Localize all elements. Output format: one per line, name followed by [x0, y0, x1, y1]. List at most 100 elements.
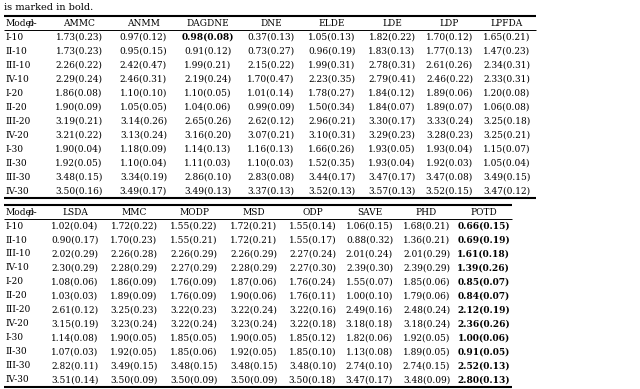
Text: ANMM: ANMM	[127, 19, 160, 28]
Text: III-20: III-20	[5, 305, 30, 314]
Text: PHD: PHD	[416, 207, 437, 217]
Text: III-10: III-10	[5, 61, 30, 70]
Text: 1.85(0.06): 1.85(0.06)	[403, 277, 451, 287]
Text: 2.27(0.30): 2.27(0.30)	[289, 263, 336, 273]
Text: 3.25(0.23): 3.25(0.23)	[111, 305, 157, 314]
Text: AMMC: AMMC	[63, 19, 95, 28]
Text: 3.22(0.24): 3.22(0.24)	[171, 319, 218, 328]
Text: 3.14(0.26): 3.14(0.26)	[120, 116, 167, 126]
Text: DNE: DNE	[260, 19, 282, 28]
Text: 1.76(0.09): 1.76(0.09)	[170, 277, 218, 287]
Text: 1.61(0.18): 1.61(0.18)	[457, 249, 510, 259]
Text: IV-10: IV-10	[5, 75, 29, 84]
Text: 0.88(0.32): 0.88(0.32)	[346, 235, 393, 245]
Text: 0.95(0.15): 0.95(0.15)	[120, 47, 167, 56]
Text: 1.02(0.04): 1.02(0.04)	[51, 221, 99, 231]
Text: p: p	[28, 19, 34, 28]
Text: 0.66(0.15): 0.66(0.15)	[457, 221, 510, 231]
Text: 2.61(0.12): 2.61(0.12)	[51, 305, 99, 314]
Text: 3.47(0.17): 3.47(0.17)	[346, 375, 393, 384]
Text: 1.85(0.05): 1.85(0.05)	[170, 333, 218, 342]
Text: 3.18(0.18): 3.18(0.18)	[346, 319, 393, 328]
Text: 2.27(0.29): 2.27(0.29)	[170, 263, 218, 273]
Text: 2.74(0.10): 2.74(0.10)	[346, 361, 393, 370]
Text: I-20: I-20	[5, 89, 23, 98]
Text: 3.50(0.16): 3.50(0.16)	[55, 186, 102, 196]
Text: 3.29(0.23): 3.29(0.23)	[369, 130, 415, 140]
Text: 1.93(0.05): 1.93(0.05)	[368, 144, 416, 154]
Text: 1.92(0.05): 1.92(0.05)	[230, 347, 278, 356]
Text: 2.01(0.29): 2.01(0.29)	[403, 249, 450, 259]
Text: 1.83(0.13): 1.83(0.13)	[369, 47, 415, 56]
Text: 1.84(0.12): 1.84(0.12)	[369, 89, 415, 98]
Text: 2.27(0.24): 2.27(0.24)	[289, 249, 336, 259]
Text: 2.49(0.16): 2.49(0.16)	[346, 305, 393, 314]
Text: 2.33(0.31): 2.33(0.31)	[484, 75, 531, 84]
Text: 1.55(0.21): 1.55(0.21)	[170, 235, 218, 245]
Text: 2.39(0.30): 2.39(0.30)	[346, 263, 393, 273]
Text: 3.28(0.23): 3.28(0.23)	[426, 130, 473, 140]
Text: 1.18(0.09): 1.18(0.09)	[120, 144, 167, 154]
Text: LDE: LDE	[382, 19, 402, 28]
Text: LSDA: LSDA	[62, 207, 88, 217]
Text: IV-10: IV-10	[5, 263, 29, 273]
Text: 3.15(0.19): 3.15(0.19)	[51, 319, 99, 328]
Text: III-10: III-10	[5, 249, 30, 259]
Text: 1.39(0.26): 1.39(0.26)	[457, 263, 510, 273]
Text: 1.52(0.35): 1.52(0.35)	[308, 158, 356, 168]
Text: 0.91(0.05): 0.91(0.05)	[458, 347, 509, 356]
Text: I-10: I-10	[5, 33, 23, 42]
Text: 3.52(0.13): 3.52(0.13)	[308, 186, 356, 196]
Text: 2.48(0.24): 2.48(0.24)	[403, 305, 450, 314]
Text: Model-: Model-	[5, 207, 36, 217]
Text: 1.05(0.13): 1.05(0.13)	[308, 33, 356, 42]
Text: IV-30: IV-30	[5, 186, 29, 196]
Text: 1.73(0.23): 1.73(0.23)	[56, 47, 102, 56]
Text: IV-30: IV-30	[5, 375, 29, 384]
Text: 2.26(0.22): 2.26(0.22)	[56, 61, 102, 70]
Text: IV-20: IV-20	[5, 130, 29, 140]
Text: 1.85(0.06): 1.85(0.06)	[170, 347, 218, 356]
Text: 3.48(0.10): 3.48(0.10)	[289, 361, 336, 370]
Text: III-30: III-30	[5, 172, 30, 182]
Text: 1.90(0.09): 1.90(0.09)	[55, 102, 102, 112]
Text: 1.92(0.03): 1.92(0.03)	[426, 158, 473, 168]
Text: 2.39(0.29): 2.39(0.29)	[403, 263, 450, 273]
Text: 1.79(0.06): 1.79(0.06)	[403, 291, 450, 300]
Text: 1.68(0.21): 1.68(0.21)	[403, 221, 450, 231]
Text: II-20: II-20	[5, 291, 27, 300]
Text: 3.44(0.17): 3.44(0.17)	[308, 172, 356, 182]
Text: 1.08(0.06): 1.08(0.06)	[51, 277, 99, 287]
Text: 1.84(0.07): 1.84(0.07)	[368, 102, 416, 112]
Text: 1.66(0.26): 1.66(0.26)	[308, 144, 356, 154]
Text: 1.01(0.14): 1.01(0.14)	[247, 89, 294, 98]
Text: 1.36(0.21): 1.36(0.21)	[403, 235, 450, 245]
Text: 0.97(0.12): 0.97(0.12)	[120, 33, 167, 42]
Text: 0.37(0.13): 0.37(0.13)	[248, 33, 294, 42]
Text: 1.90(0.05): 1.90(0.05)	[230, 333, 278, 342]
Text: 1.55(0.14): 1.55(0.14)	[289, 221, 336, 231]
Text: 2.46(0.22): 2.46(0.22)	[426, 75, 473, 84]
Text: 3.22(0.18): 3.22(0.18)	[289, 319, 336, 328]
Text: 1.89(0.07): 1.89(0.07)	[426, 102, 473, 112]
Text: 1.90(0.05): 1.90(0.05)	[110, 333, 157, 342]
Text: 2.65(0.26): 2.65(0.26)	[184, 116, 232, 126]
Text: 3.18(0.24): 3.18(0.24)	[403, 319, 450, 328]
Text: I-20: I-20	[5, 277, 23, 287]
Text: 2.01(0.24): 2.01(0.24)	[346, 249, 393, 259]
Text: 2.61(0.26): 2.61(0.26)	[426, 61, 473, 70]
Text: LDP: LDP	[440, 19, 459, 28]
Text: 1.10(0.04): 1.10(0.04)	[120, 158, 167, 168]
Text: 1.72(0.21): 1.72(0.21)	[230, 221, 278, 231]
Text: 1.70(0.23): 1.70(0.23)	[111, 235, 157, 245]
Text: 2.83(0.08): 2.83(0.08)	[248, 172, 294, 182]
Text: 1.50(0.34): 1.50(0.34)	[308, 102, 356, 112]
Text: 2.28(0.29): 2.28(0.29)	[230, 263, 278, 273]
Text: 3.47(0.12): 3.47(0.12)	[483, 186, 531, 196]
Text: 3.50(0.09): 3.50(0.09)	[110, 375, 157, 384]
Text: 0.73(0.27): 0.73(0.27)	[248, 47, 294, 56]
Text: 2.80(0.13): 2.80(0.13)	[457, 375, 510, 384]
Text: 1.16(0.13): 1.16(0.13)	[248, 144, 294, 154]
Text: 3.21(0.22): 3.21(0.22)	[56, 130, 102, 140]
Text: 0.84(0.07): 0.84(0.07)	[458, 291, 509, 300]
